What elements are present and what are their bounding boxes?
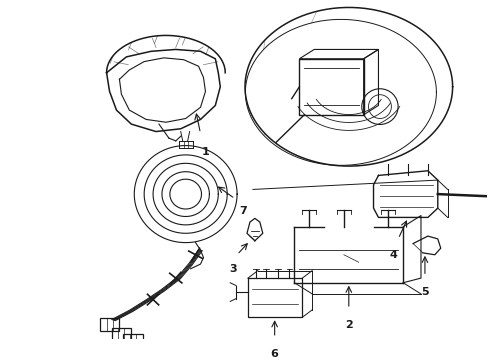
- Text: 5: 5: [421, 287, 429, 297]
- Text: 3: 3: [229, 264, 237, 274]
- Bar: [112, 328, 131, 341]
- Text: 6: 6: [270, 349, 279, 359]
- Text: 7: 7: [239, 206, 247, 216]
- Text: 2: 2: [345, 320, 353, 330]
- Text: 1: 1: [201, 148, 209, 157]
- Text: 4: 4: [390, 250, 397, 260]
- Bar: [99, 318, 120, 331]
- Bar: [123, 334, 143, 347]
